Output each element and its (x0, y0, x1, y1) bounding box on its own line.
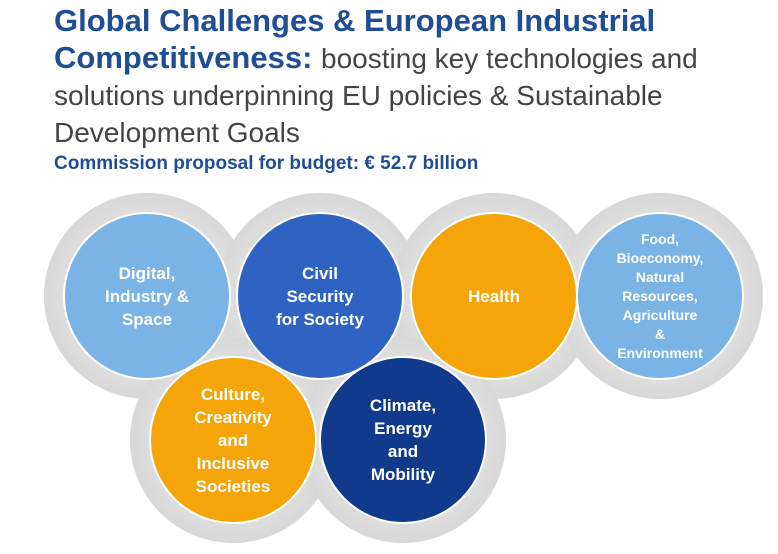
title-line-1: Global Challenges & European Industrial (54, 3, 656, 38)
title-line-2: Competitiveness: (54, 40, 313, 75)
cluster-food-bioeconomy: Food, Bioeconomy, Natural Resources, Agr… (576, 212, 744, 380)
cluster-label: Culture, Creativity and Inclusive Societ… (194, 384, 272, 496)
budget-line: Commission proposal for budget: € 52.7 b… (54, 153, 479, 174)
cluster-label: Health (468, 286, 520, 306)
cluster-digital-industry-space: Digital, Industry & Space (63, 212, 231, 380)
cluster-civil-security: Civil Security for Society (236, 212, 404, 380)
subtitle: boosting key technologies and solutions … (54, 43, 698, 148)
header: Global Challenges & European Industrial … (54, 2, 769, 176)
cluster-culture-creativity: Culture, Creativity and Inclusive Societ… (149, 356, 317, 524)
cluster-label: Digital, Industry & Space (104, 263, 190, 329)
cluster-label: Civil Security for Society (276, 263, 364, 329)
cluster-health: Health (410, 212, 578, 380)
cluster-climate-energy-mobility: Climate, Energy and Mobility (319, 356, 487, 524)
cluster-label: Climate, Energy and Mobility (369, 396, 437, 484)
page-title: Global Challenges & European Industrial … (54, 2, 769, 150)
cluster-label: Food, Bioeconomy, Natural Resources, Agr… (616, 230, 704, 361)
